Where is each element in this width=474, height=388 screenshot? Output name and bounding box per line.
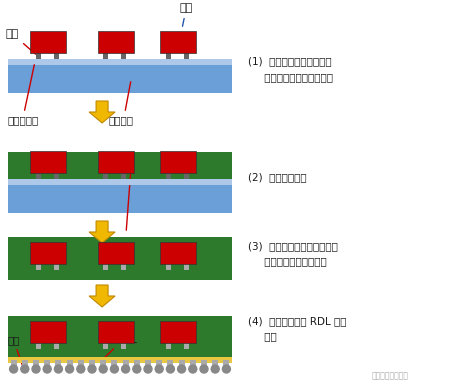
Bar	[22, 360, 28, 367]
Bar	[160, 31, 196, 53]
Circle shape	[211, 365, 219, 373]
Bar	[145, 360, 151, 367]
Bar	[8, 152, 232, 185]
FancyArrow shape	[89, 285, 115, 307]
Bar	[30, 151, 66, 173]
Bar	[184, 53, 189, 59]
Bar	[8, 237, 232, 280]
Bar	[179, 360, 185, 367]
Circle shape	[32, 365, 40, 373]
Text: 锡球: 锡球	[8, 335, 20, 345]
Text: (1)  将芯片排列放置在带有
     临时键合胶的临时载板上: (1) 将芯片排列放置在带有 临时键合胶的临时载板上	[248, 56, 333, 82]
Bar	[166, 343, 171, 349]
Bar	[134, 360, 140, 367]
FancyArrow shape	[89, 221, 115, 243]
Bar	[30, 31, 66, 53]
Bar	[201, 360, 207, 367]
Text: 临时键合胶: 临时键合胶	[8, 115, 39, 125]
Bar	[122, 360, 128, 367]
Bar	[33, 360, 39, 367]
Bar	[8, 65, 232, 93]
Circle shape	[178, 365, 186, 373]
Bar	[98, 151, 134, 173]
Bar	[54, 343, 59, 349]
Bar	[121, 343, 126, 349]
Bar	[98, 321, 134, 343]
Circle shape	[21, 365, 29, 373]
Bar	[184, 343, 189, 349]
Bar	[184, 173, 189, 179]
Bar	[121, 53, 126, 59]
Bar	[98, 242, 134, 264]
Bar	[212, 360, 219, 367]
Bar	[36, 173, 41, 179]
Circle shape	[43, 365, 51, 373]
Text: 临时载板: 临时载板	[109, 115, 134, 125]
Bar	[36, 264, 41, 270]
Bar	[160, 321, 196, 343]
Bar	[8, 357, 232, 363]
Bar	[103, 343, 108, 349]
Bar	[8, 185, 232, 213]
Circle shape	[200, 365, 208, 373]
Bar	[89, 360, 95, 367]
Bar	[10, 360, 17, 367]
Bar	[36, 53, 41, 59]
Circle shape	[189, 365, 197, 373]
Bar	[55, 360, 62, 367]
Bar	[78, 360, 84, 367]
Text: (2)  覆盖塑封材料: (2) 覆盖塑封材料	[248, 173, 307, 182]
Bar	[111, 360, 118, 367]
Text: 芯片: 芯片	[180, 3, 193, 26]
Bar	[8, 316, 232, 357]
Circle shape	[144, 365, 152, 373]
Bar	[54, 264, 59, 270]
Bar	[160, 151, 196, 173]
Text: 塑封材料: 塑封材料	[110, 235, 135, 245]
Bar	[190, 360, 196, 367]
Bar	[8, 59, 232, 65]
Bar	[36, 343, 41, 349]
Bar	[166, 264, 171, 270]
Bar	[98, 31, 134, 53]
Circle shape	[88, 365, 96, 373]
Circle shape	[155, 365, 163, 373]
Bar	[166, 53, 171, 59]
Circle shape	[222, 365, 230, 373]
Bar	[103, 173, 108, 179]
Bar	[184, 264, 189, 270]
Bar	[100, 360, 106, 367]
Bar	[8, 179, 232, 185]
Bar	[30, 321, 66, 343]
Circle shape	[65, 365, 73, 373]
Bar	[223, 360, 229, 367]
Text: (4)  在芯片表面做 RDL 与植
     锡球: (4) 在芯片表面做 RDL 与植 锡球	[248, 316, 346, 341]
Text: RDL: RDL	[116, 335, 137, 345]
Text: 半导体材料与工艺: 半导体材料与工艺	[372, 371, 409, 380]
Circle shape	[99, 365, 107, 373]
Bar	[167, 360, 173, 367]
Bar	[54, 53, 59, 59]
Bar	[30, 242, 66, 264]
Bar	[44, 360, 50, 367]
Bar	[121, 264, 126, 270]
Circle shape	[133, 365, 141, 373]
Circle shape	[122, 365, 129, 373]
Bar	[54, 173, 59, 179]
Circle shape	[166, 365, 174, 373]
Bar	[66, 360, 73, 367]
Bar	[160, 242, 196, 264]
Circle shape	[55, 365, 63, 373]
Bar	[103, 53, 108, 59]
FancyArrow shape	[89, 101, 115, 123]
Circle shape	[110, 365, 118, 373]
Bar	[103, 264, 108, 270]
Text: (3)  将芯片和临时键合胶与临
     时载板通过紫外光分离: (3) 将芯片和临时键合胶与临 时载板通过紫外光分离	[248, 241, 338, 266]
Text: 焊盘: 焊盘	[6, 29, 36, 54]
Bar	[166, 173, 171, 179]
Circle shape	[77, 365, 85, 373]
Bar	[121, 173, 126, 179]
Circle shape	[9, 365, 18, 373]
Bar	[156, 360, 162, 367]
